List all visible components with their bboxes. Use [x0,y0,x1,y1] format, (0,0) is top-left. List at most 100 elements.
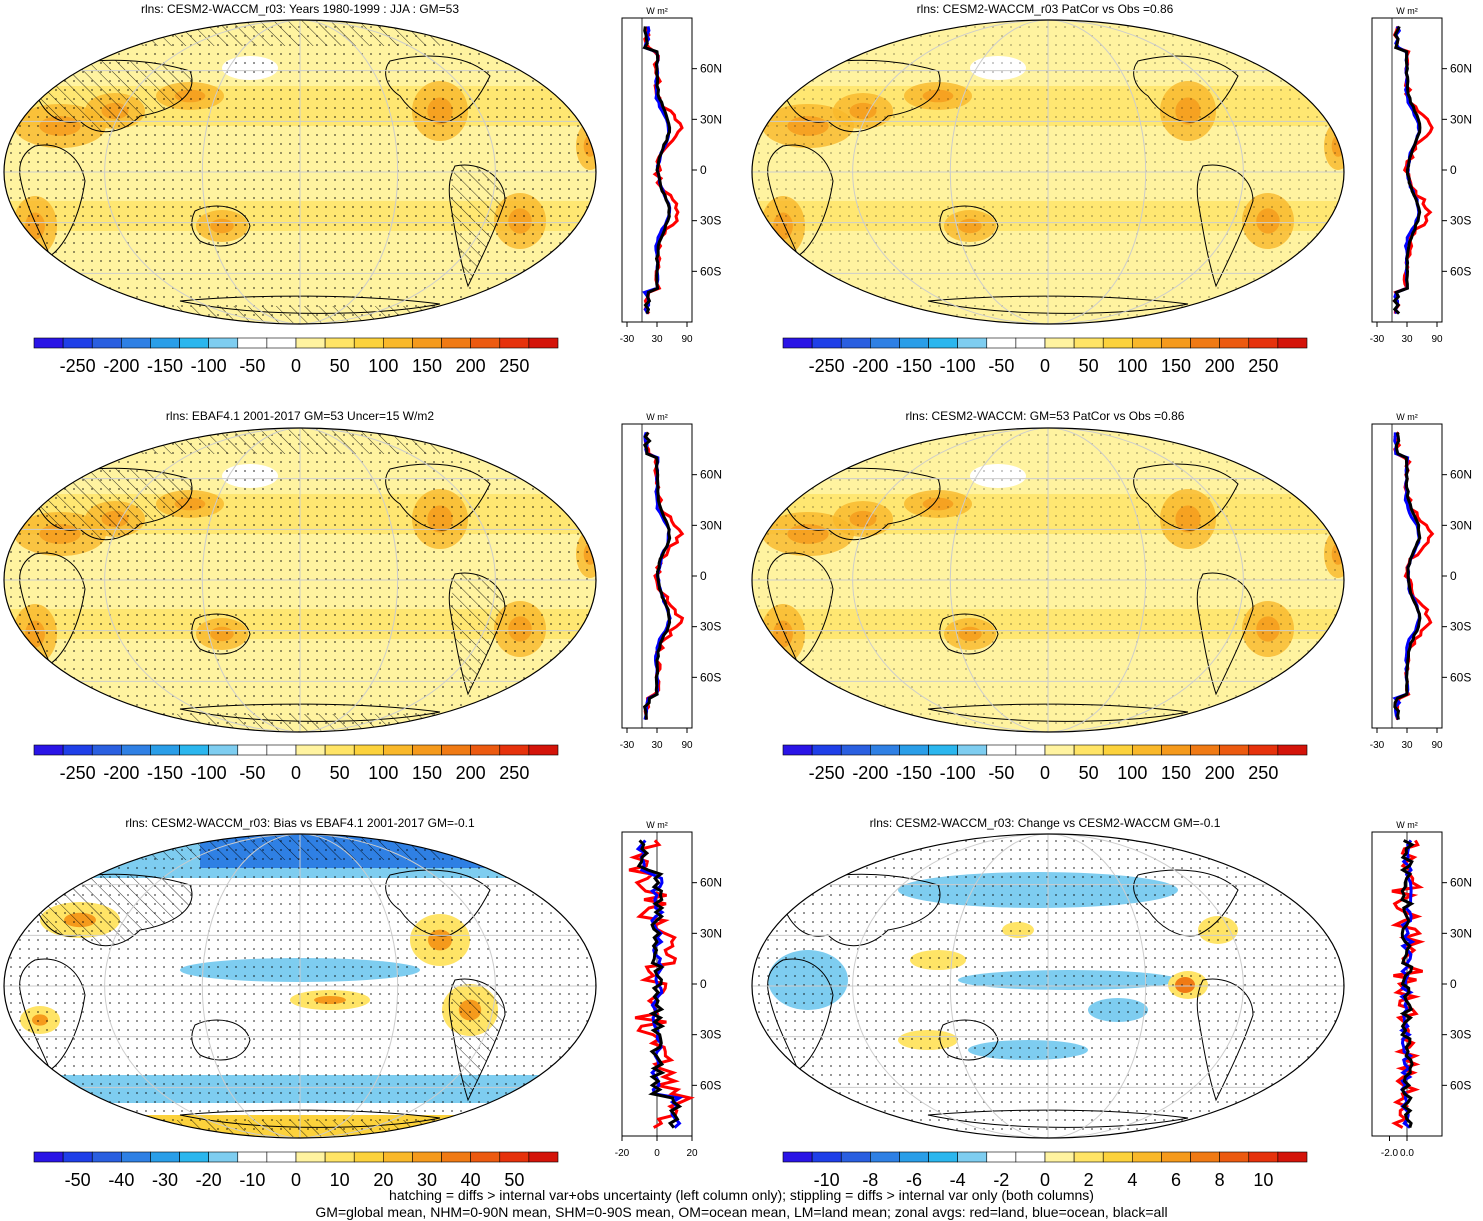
colorbar-bin [1073,744,1104,756]
map-title-1: rlns: CESM2-WACCM_r03 PatCor vs Obs =0.8… [916,2,1174,16]
hatching [100,714,480,732]
colorbar-bin [957,744,988,756]
colorbar-bin [33,744,64,756]
colorbar-label: 250 [499,356,529,376]
colorbar-bin [1161,337,1191,349]
colorbar-bin [383,1151,413,1163]
colorbar-label: 150 [412,356,442,376]
lat-label: 30N [700,112,722,126]
lat-label: 30S [700,1028,721,1042]
colorbar-bin [412,337,442,349]
hatching [450,979,505,1100]
colorbar-label: -2 [993,1170,1009,1190]
colorbar-label: 4 [1127,1170,1137,1190]
map-2 [3,427,597,733]
zonal-all-line [636,839,683,1129]
colorbar-bin [957,337,988,349]
colorbar-bin [1190,744,1220,756]
lat-label: 30N [700,518,722,532]
colorbar-bin [1248,744,1279,756]
lat-label: 60N [1450,876,1472,890]
colorbar-bin [1248,337,1279,349]
colorbar-label: 250 [1248,763,1278,783]
colorbar-bin [237,1151,268,1163]
colorbar-label: 50 [330,356,350,376]
colorbar-label: -10 [239,1170,265,1190]
map-border [3,427,597,733]
colorbar-bin [899,744,929,756]
colorbar-bin [1277,337,1308,349]
zonal-land-line [643,431,685,720]
zonal-plot-4: W m² 60N 30N 0 30S 60S -20 0 20 [615,820,722,1159]
colorbar-bin [237,337,268,349]
colorbar-bin [353,337,384,349]
x-tick-label: 30 [651,740,663,751]
lat-label: 60S [700,670,721,684]
zonal-plot-0: W m² 60N 30N 0 30S 60S -30 30 90 [620,6,722,345]
colorbar-label: 6 [1171,1170,1181,1190]
zonal-plot-3: W m² 60N 30N 0 30S 60S -30 30 90 [1370,412,1472,751]
meridian [201,20,399,324]
colorbar-label: 200 [456,763,486,783]
zonal-unit: W m² [646,820,668,830]
colorbar-bin [121,1151,151,1163]
colorbar-2: -250 -200 -150 -100 -50 0 50 100 150 200 250 [33,744,559,783]
meridian [104,428,496,732]
colorbar-bin [179,337,209,349]
colorbar-bin [266,337,297,349]
colorbar-label: -100 [191,356,227,376]
colorbar-bin [1277,1151,1308,1163]
zonal-unit: W m² [646,6,668,16]
colorbar-bin [412,1151,442,1163]
colorbar-label: -200 [852,356,888,376]
colorbar-bin [412,744,442,756]
colorbar-label: -150 [896,356,932,376]
map-border [3,833,597,1139]
colorbar-label: -200 [852,763,888,783]
colorbar-label: -50 [239,356,265,376]
meridian [104,20,496,324]
hatching [30,874,192,946]
colorbar-bin [324,337,355,349]
zonal-plot-1: W m² 60N 30N 0 30S 60S -30 30 90 [1370,6,1472,345]
colorbar-bin [383,337,413,349]
colorbar-bin [121,744,151,756]
colorbar-bin [208,744,239,756]
lat-label: 60S [700,1078,721,1092]
hatching [30,60,192,132]
colorbar-bin [62,1151,93,1163]
hatching [100,1120,480,1138]
colorbar-bin [1190,1151,1220,1163]
lat-label: 0 [700,977,707,991]
colorbar-label: -100 [191,763,227,783]
colorbar-bin [986,337,1017,349]
meridian [852,428,1244,732]
colorbar-label: -50 [988,763,1014,783]
colorbar-bin [870,1151,900,1163]
colorbar-label: 0 [1040,1170,1050,1190]
map-0 [3,19,597,325]
colorbar-bin [1132,1151,1162,1163]
graticule [752,428,1344,732]
map-title-0: rlns: CESM2-WACCM_r03: Years 1980-1999 :… [140,2,460,16]
lat-label: 0 [1450,977,1457,991]
colorbar-bin [1190,337,1220,349]
zonal-unit: W m² [1396,412,1418,422]
meridian [949,428,1147,732]
colorbar-bin [324,1151,355,1163]
x-tick-label: 30 [1401,334,1413,345]
lat-label: 60S [1450,264,1471,278]
map-title-2: rlns: EBAF4.1 2001-2017 GM=53 Uncer=15 W… [165,409,435,423]
colorbar-bin [528,337,559,349]
hatching [450,165,505,286]
colorbar-bin [499,1151,530,1163]
colorbar-bin [470,337,501,349]
lat-label: 0 [1450,569,1457,583]
colorbar-bin [91,337,122,349]
colorbar-label: -30 [152,1170,178,1190]
colorbar-label: 100 [368,763,398,783]
zonal-all-line [1399,839,1415,1129]
colorbar-label: 100 [1117,763,1147,783]
lat-label: 60S [1450,670,1471,684]
map-field [4,834,596,1138]
